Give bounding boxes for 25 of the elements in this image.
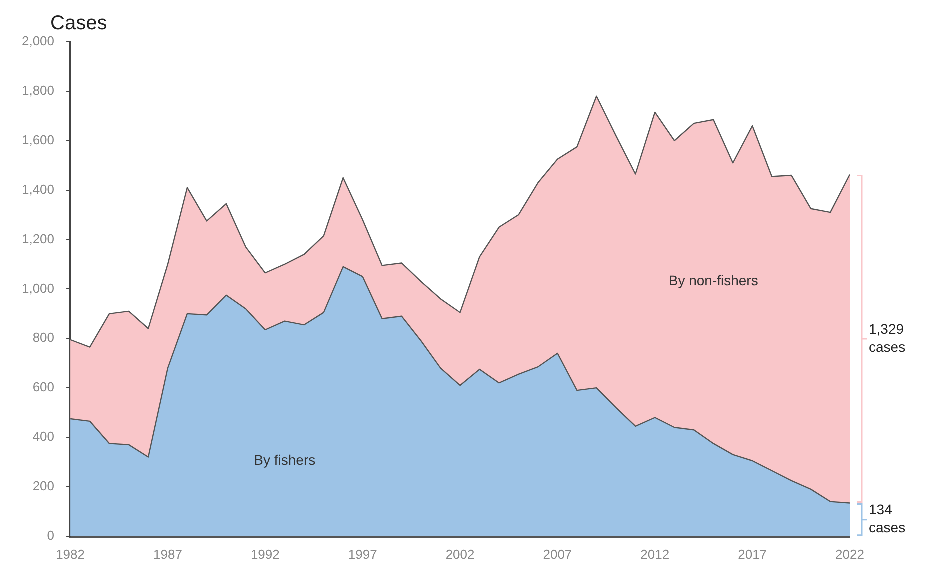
y-tick-label: 1,600 xyxy=(22,132,55,148)
y-tick-label: 0 xyxy=(47,528,55,543)
y-tick-label: 1,200 xyxy=(22,231,55,246)
y-tick-label: 2,000 xyxy=(22,34,55,49)
x-tick-label: 2007 xyxy=(543,546,572,562)
series-label: By fishers xyxy=(254,452,316,468)
y-tick-label: 1,800 xyxy=(22,83,55,98)
x-tick-label: 2022 xyxy=(836,546,864,562)
x-tick-label: 2012 xyxy=(640,546,670,562)
x-tick-label: 2017 xyxy=(738,546,768,562)
y-tick-label: 1,400 xyxy=(22,182,55,197)
text: 1,329 cases xyxy=(869,320,906,355)
x-tick-label: 1987 xyxy=(154,546,182,562)
y-tick-label: 400 xyxy=(32,429,55,444)
series-label: By non-fishers xyxy=(668,272,758,289)
text: 134 cases xyxy=(869,502,906,536)
x-tick-label: 1982 xyxy=(56,546,85,562)
y-tick-label: 200 xyxy=(32,478,55,494)
x-tick-label: 1992 xyxy=(250,546,280,562)
y-axis-title: Cases xyxy=(50,12,108,35)
x-tick-label: 2002 xyxy=(446,546,475,562)
y-tick-label: 600 xyxy=(32,380,55,395)
x-tick-label: 1997 xyxy=(348,546,378,562)
y-tick-label: 1,000 xyxy=(22,280,55,296)
y-tick-label: 800 xyxy=(32,330,55,346)
